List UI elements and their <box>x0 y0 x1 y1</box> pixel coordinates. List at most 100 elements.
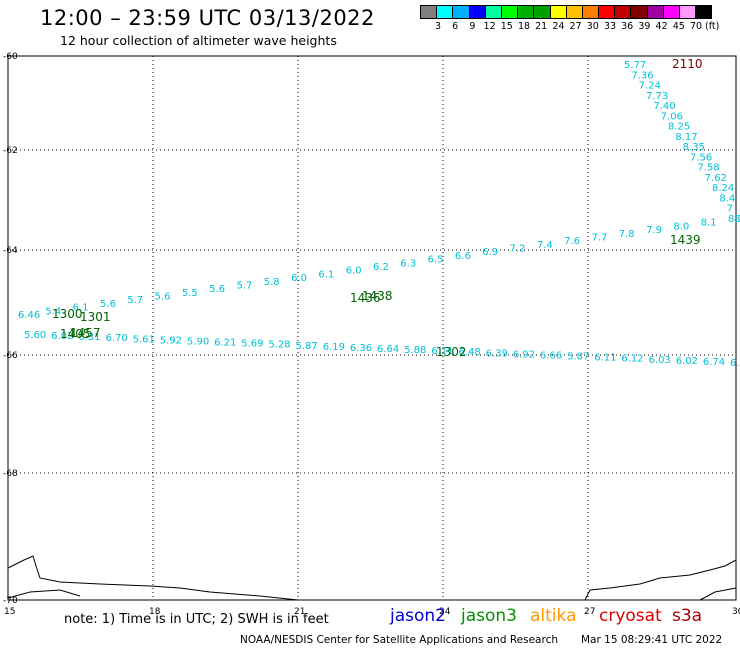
coastline <box>699 587 737 601</box>
swh-value: 5.61 <box>133 334 155 345</box>
swh-value: 8.3 <box>728 214 740 225</box>
color-legend-label: 12 <box>483 21 496 32</box>
swh-value: 5.6 <box>100 299 116 310</box>
swh-value: 7.4 <box>537 240 553 251</box>
color-legend-label: 3 <box>434 21 442 32</box>
swh-value: 5.8 <box>264 277 280 288</box>
color-legend-label: 70 <box>689 21 703 32</box>
swh-value: 7.24 <box>639 81 661 92</box>
swh-value: 6.1 <box>318 269 334 280</box>
swh-value: 5.87 <box>567 352 589 363</box>
swh-value: 5.28 <box>268 340 290 351</box>
swh-value: 8.0 <box>673 221 689 232</box>
color-legend-labels: 3 6 9 12 15 18 21 24 27 30 33 36 39 42 45 70 <box>421 21 740 35</box>
map-frame <box>7 55 737 601</box>
swh-value: 7.62 <box>705 173 727 184</box>
longitude-label: 15 <box>4 607 15 617</box>
swh-value: 5.7 <box>236 280 252 291</box>
swh-value: 5.4 <box>45 306 61 317</box>
pass-id-label: 1436 <box>350 291 381 305</box>
swh-value: 8.25 <box>668 122 690 133</box>
swh-value: 6.64 <box>377 344 399 355</box>
color-legend-units: (ft) <box>705 21 720 32</box>
longitude-label: 30 <box>732 607 740 617</box>
pass-id-label: 1457 <box>70 326 101 340</box>
map-subtitle: 12 hour collection of altimeter wave hei… <box>60 33 337 48</box>
credit-line: NOAA/NESDIS Center for Satellite Applica… <box>240 634 558 646</box>
mission-s3a: s3a <box>672 606 703 626</box>
swh-value: 6.1 <box>73 303 89 314</box>
swh-value: 7.73 <box>646 91 668 102</box>
swh-value: 8.4 <box>719 193 735 204</box>
swh-value: 5.92 <box>160 335 182 346</box>
swh-value: 6.6 <box>455 251 471 262</box>
swh-value: 6.9 <box>482 247 498 258</box>
swh-value: 8.1 <box>701 218 717 229</box>
swh-value: 6.74 <box>703 357 725 368</box>
mission-jason3: jason3 <box>461 606 517 626</box>
swh-value: 6.48 <box>458 347 480 358</box>
color-legend-label: 27 <box>569 21 582 32</box>
swh-value: 7.40 <box>653 101 675 112</box>
swh-value: 6.4 <box>730 358 740 369</box>
longitude-label: 18 <box>149 607 161 617</box>
latitude-label: -62 <box>3 146 18 156</box>
pass-id-label: 1405 <box>60 327 91 341</box>
swh-value: 6.39 <box>486 348 508 359</box>
swh-value: 5.69 <box>241 339 263 350</box>
swh-value: 8.35 <box>683 142 705 153</box>
swh-value: 6.2 <box>373 262 389 273</box>
swh-value: 6.11 <box>594 353 616 364</box>
swh-value: 7.36 <box>631 70 653 81</box>
swh-value: 5.5 <box>182 288 198 299</box>
pass-id-label: 1438 <box>362 289 393 303</box>
swh-value: 6.19 <box>323 342 345 353</box>
color-legend-label: 15 <box>500 21 513 32</box>
latitude-label: -64 <box>3 246 18 256</box>
swh-value: 6.11 <box>431 346 453 357</box>
coastline <box>584 559 737 601</box>
latitude-label: -70 <box>3 596 18 606</box>
swh-value: 6.70 <box>105 333 127 344</box>
swh-value: 7.7 <box>591 232 607 243</box>
latitude-label: -68 <box>3 469 18 479</box>
color-legend-label: 42 <box>655 21 668 32</box>
swh-value: 7.58 <box>697 163 719 174</box>
latitude-label: -66 <box>3 351 18 361</box>
swh-value: 6.12 <box>621 354 643 365</box>
swh-value: 7 <box>727 204 733 215</box>
swh-value: 5.6 <box>155 292 171 303</box>
color-legend-label: 39 <box>638 21 651 32</box>
color-legend <box>420 5 713 19</box>
swh-value: 6.31 <box>78 332 100 343</box>
latitude-label: -60 <box>3 52 18 62</box>
swh-value: 8.17 <box>675 132 697 143</box>
color-swatch <box>695 5 713 19</box>
color-legend-label: 18 <box>517 21 531 32</box>
swh-value: 5.88 <box>404 345 426 356</box>
swh-value: 7.9 <box>646 225 662 236</box>
swh-value: 7.8 <box>619 229 635 240</box>
swh-value: 5.87 <box>296 341 318 352</box>
swh-value: 6.66 <box>540 350 562 361</box>
footer-note: note: 1) Time is in UTC; 2) SWH is in fe… <box>64 612 329 627</box>
swh-value: 5.7 <box>127 295 143 306</box>
swh-value: 6.3 <box>400 258 416 269</box>
mission-altika: altika <box>530 606 577 626</box>
swh-value: 6.02 <box>51 331 73 342</box>
swh-value: 5.60 <box>24 330 46 341</box>
swh-value: 6.36 <box>350 343 372 354</box>
color-legend-label: 45 <box>672 21 685 32</box>
swh-value: 6.21 <box>214 338 236 349</box>
swh-value: 6.5 <box>428 255 444 266</box>
swh-value: 5.6 <box>209 284 225 295</box>
pass-id-label: 1302 <box>436 345 467 359</box>
color-legend-label: 9 <box>469 21 476 32</box>
swh-value: 5.90 <box>187 336 209 347</box>
swh-value: 6.0 <box>291 273 307 284</box>
color-legend-label: 36 <box>621 21 634 32</box>
mission-cryosat: cryosat <box>599 606 662 626</box>
color-legend-label: 33 <box>603 21 617 32</box>
pass-id-label: 1301 <box>80 310 111 324</box>
swh-value: 8.24 <box>712 183 734 194</box>
